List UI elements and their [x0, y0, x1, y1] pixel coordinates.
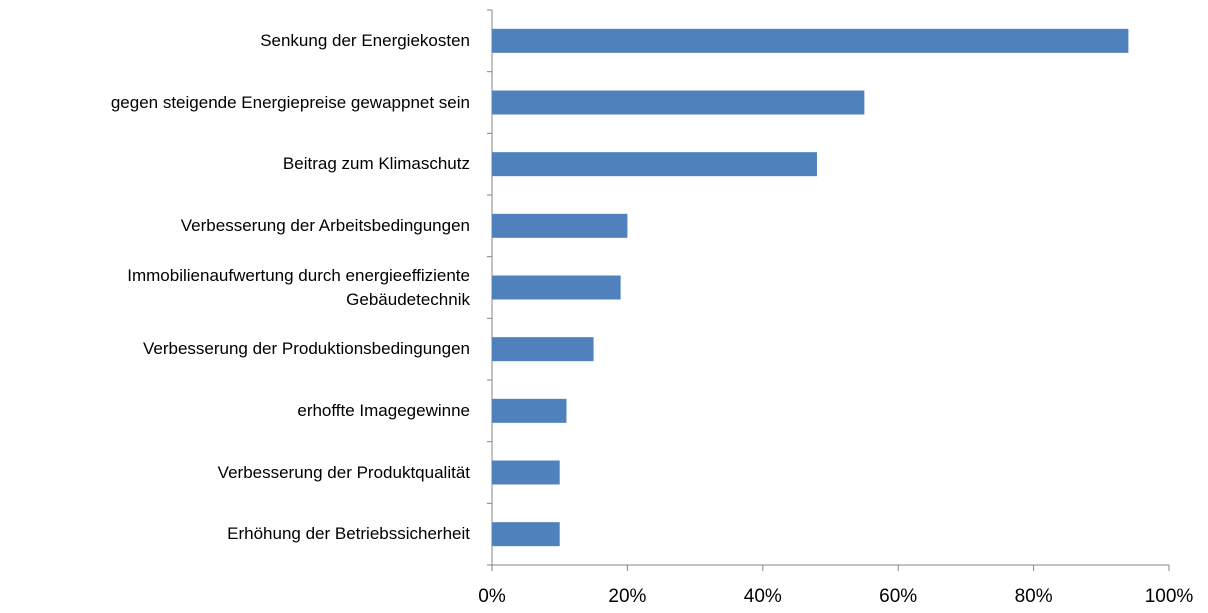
x-tick-label: 20%: [608, 586, 647, 607]
bar: [492, 275, 621, 300]
category-label: Senkung der Energiekosten: [260, 30, 470, 50]
bar: [492, 28, 1129, 53]
x-tick-label: 100%: [1144, 586, 1194, 607]
x-tick-label: 60%: [879, 586, 918, 607]
bar: [492, 522, 560, 547]
category-label: Verbesserung der Arbeitsbedingungen: [180, 215, 470, 235]
bar: [492, 460, 560, 485]
x-tick-label: 0%: [478, 586, 506, 607]
category-label: Erhöhung der Betriebssicherheit: [227, 524, 470, 544]
category-label: erhoffte Imagegewinne: [297, 400, 470, 420]
category-label: gegen steigende Energiepreise gewappnet …: [110, 92, 470, 112]
bar: [492, 337, 594, 362]
x-tick-label: 40%: [743, 586, 782, 607]
x-tick-label: 80%: [1014, 586, 1053, 607]
bar: [492, 90, 865, 115]
bar: [492, 152, 817, 177]
bar: [492, 398, 567, 423]
category-label: Immobilienaufwertung durch energieeffizi…: [127, 265, 470, 309]
category-label: Verbesserung der Produktionsbedingungen: [142, 339, 470, 359]
category-label: Beitrag zum Klimaschutz: [282, 154, 470, 174]
bar: [492, 213, 628, 238]
category-label: Verbesserung der Produktqualität: [217, 462, 470, 482]
